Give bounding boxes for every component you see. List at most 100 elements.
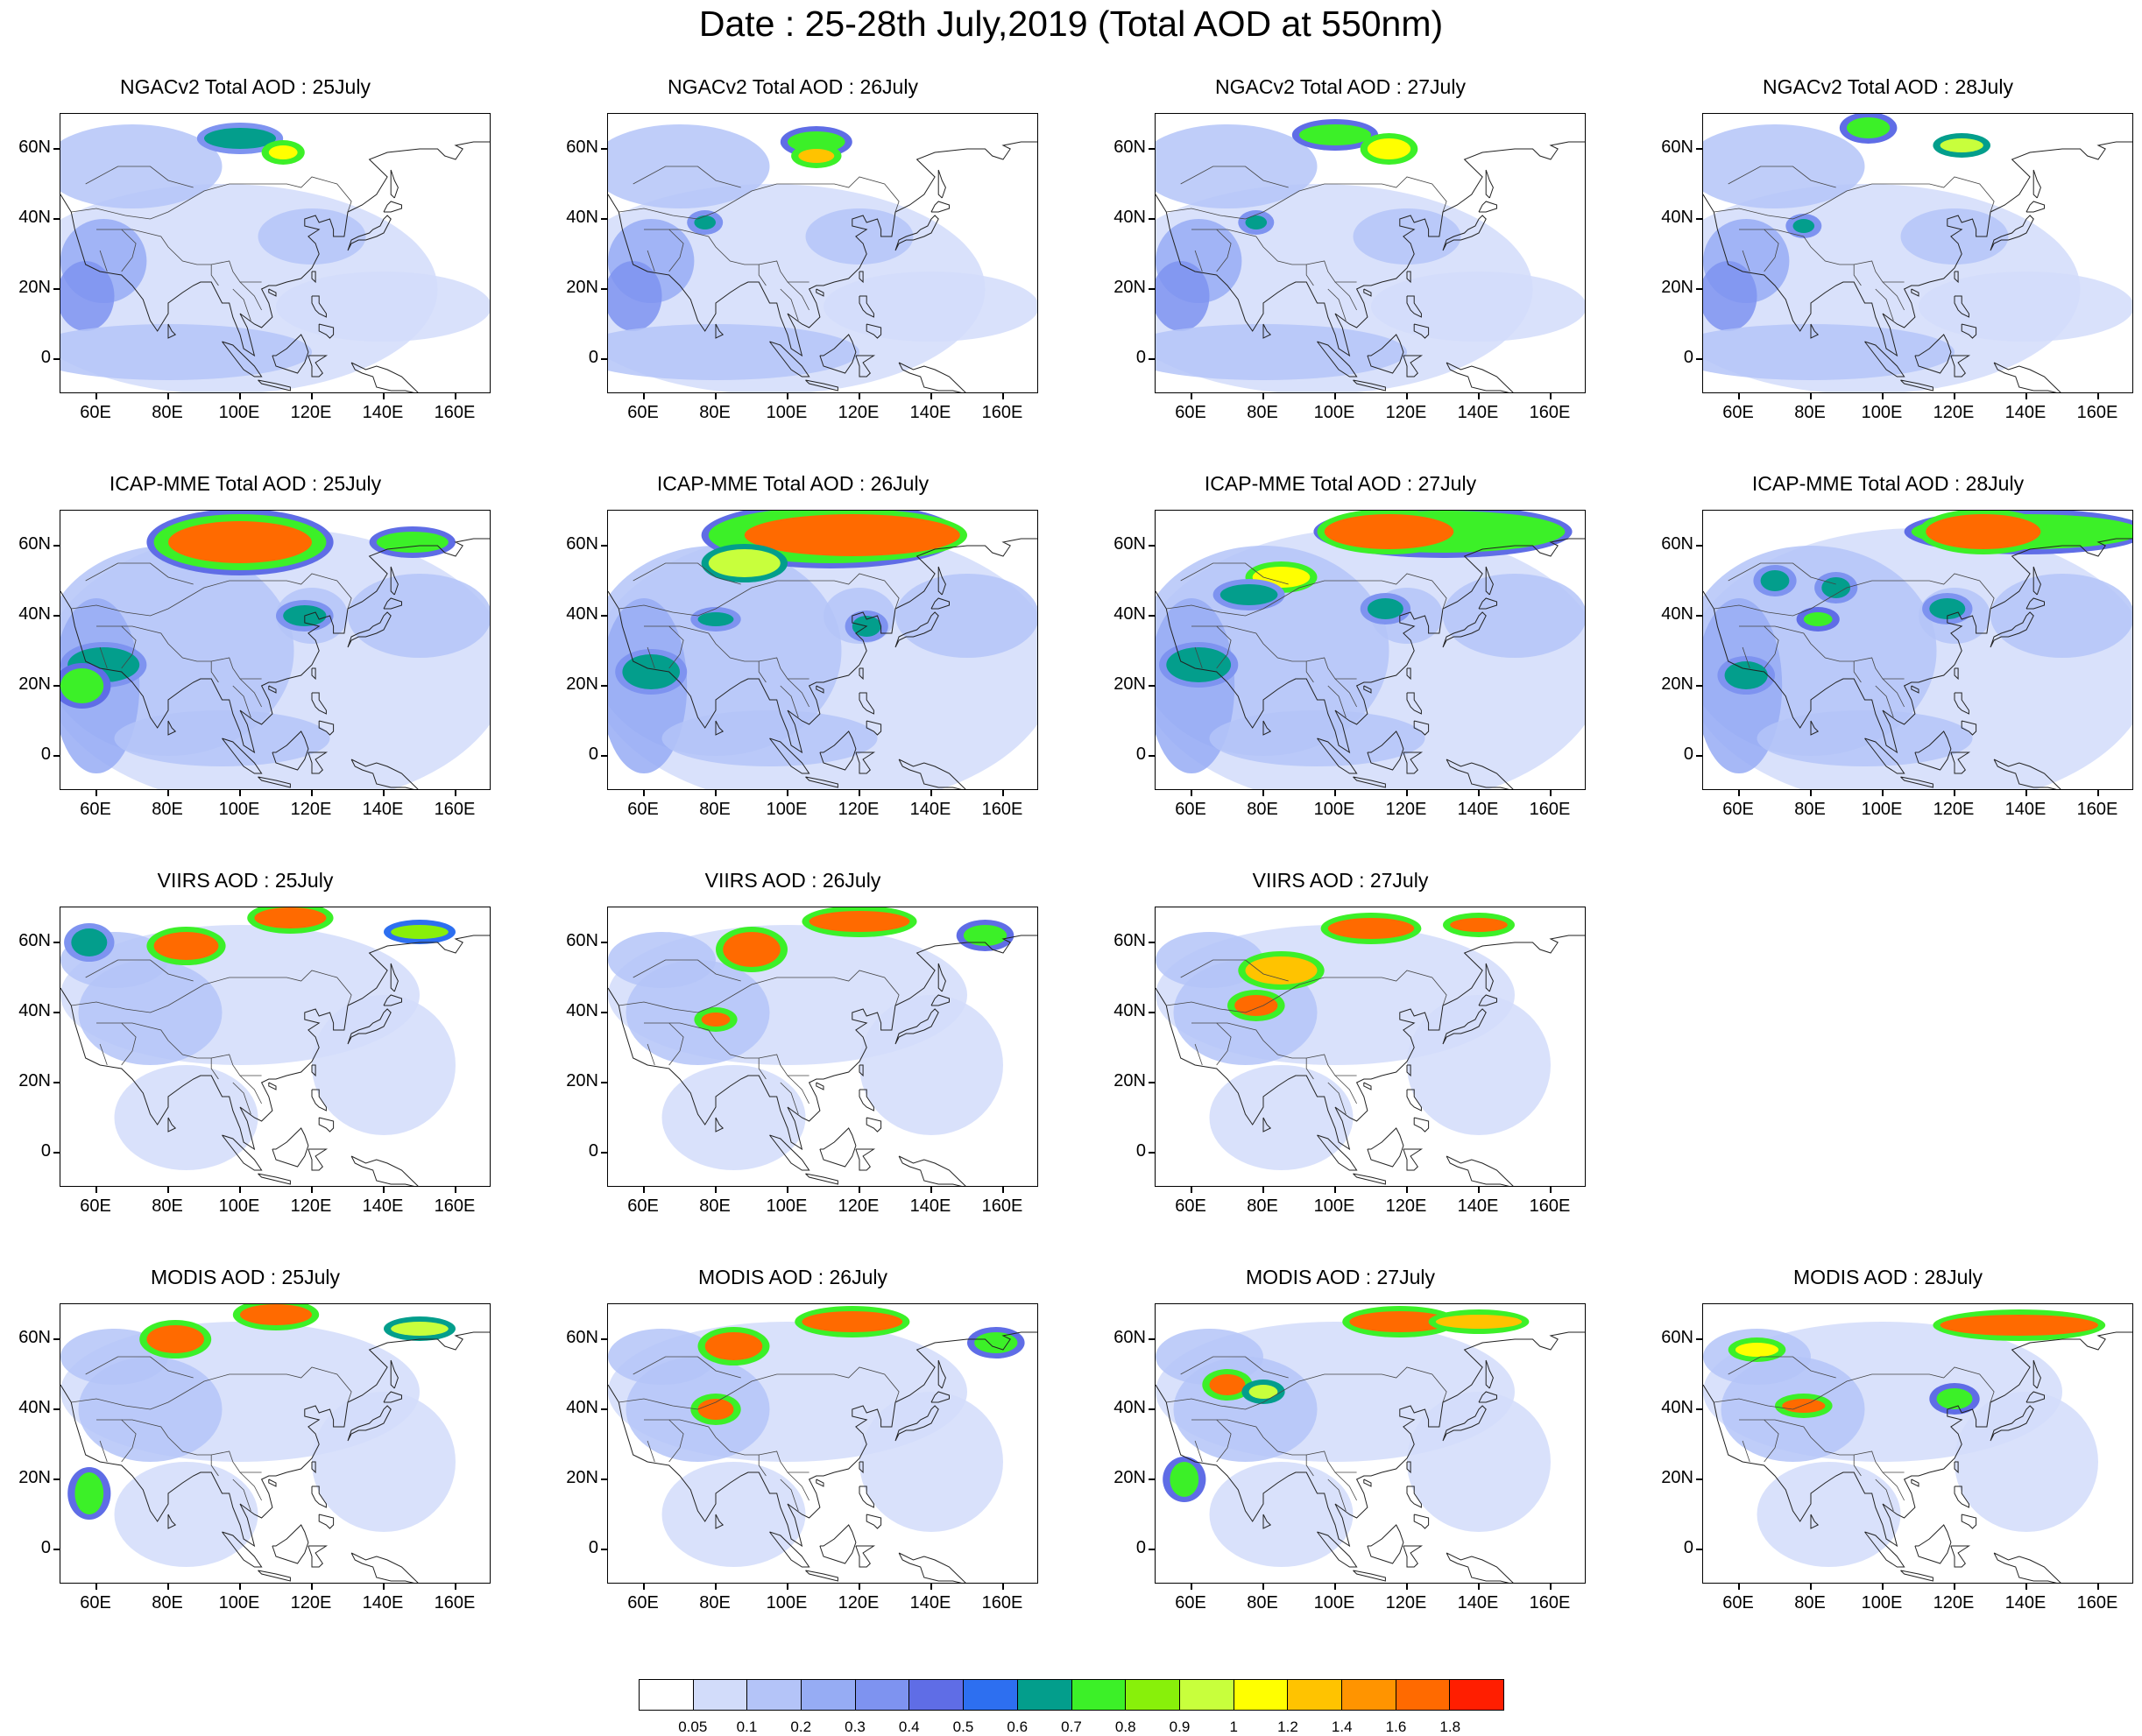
coastline bbox=[805, 1173, 838, 1185]
map-panel: MODIS AOD : 25July 60N 40N 20N 0 60E 80E 100E 12… bbox=[0, 1266, 491, 1625]
coastline bbox=[1911, 1478, 1919, 1487]
country-border bbox=[1739, 229, 1905, 283]
lat-tick-label: 40N bbox=[18, 208, 51, 227]
panel-title: NGACv2 Total AOD : 27July bbox=[1215, 75, 1466, 98]
country-border bbox=[787, 678, 809, 708]
coastline bbox=[2032, 1359, 2041, 1389]
country-border bbox=[647, 250, 655, 272]
lon-tick bbox=[930, 790, 932, 796]
lat-tick bbox=[1149, 545, 1155, 547]
lon-tick bbox=[455, 1584, 456, 1590]
aod-map bbox=[1702, 510, 2133, 790]
lat-tick bbox=[1696, 1549, 1702, 1550]
lon-tick-label: 160E bbox=[2076, 403, 2118, 422]
lon-tick bbox=[1262, 393, 1264, 399]
lon-tick-label: 80E bbox=[699, 1196, 731, 1216]
aod-plume bbox=[1248, 1385, 1278, 1399]
aod-map bbox=[60, 510, 491, 790]
colorbar-box bbox=[1288, 1680, 1342, 1710]
lon-tick bbox=[2097, 393, 2099, 399]
lat-tick-label: 60N bbox=[18, 1328, 51, 1347]
coastline bbox=[222, 737, 263, 774]
aod-background-patch bbox=[1156, 932, 1263, 988]
lat-tick bbox=[1149, 1012, 1155, 1013]
coastline bbox=[1413, 720, 1430, 736]
lat-tick bbox=[53, 685, 60, 687]
coastline bbox=[390, 169, 399, 199]
lon-tick bbox=[383, 1187, 385, 1193]
aod-plume bbox=[1847, 117, 1891, 138]
lat-tick-label: 60N bbox=[18, 138, 51, 157]
lon-tick-label: 140E bbox=[909, 800, 951, 819]
lon-tick-label: 120E bbox=[1385, 800, 1427, 819]
map-panel: NGACv2 Total AOD : 26July 60N 40N 20N 0 60E 80… bbox=[548, 75, 1038, 434]
panel-title: MODIS AOD : 27July bbox=[1245, 1266, 1435, 1288]
country-border bbox=[1728, 562, 1836, 585]
country-border bbox=[780, 288, 799, 321]
coastline bbox=[715, 720, 725, 736]
lon-tick-label: 100E bbox=[766, 1593, 808, 1613]
coastline bbox=[1864, 1531, 1905, 1568]
country-border bbox=[1305, 1058, 1314, 1080]
coastline bbox=[819, 1127, 857, 1168]
lat-tick bbox=[601, 148, 607, 150]
map-canvas bbox=[608, 124, 1037, 392]
country-border bbox=[1875, 1478, 1894, 1512]
map-canvas bbox=[1156, 1306, 1585, 1583]
colorbar-box bbox=[1396, 1680, 1451, 1710]
lat-tick-label: 60N bbox=[1113, 138, 1146, 157]
coastline bbox=[866, 323, 882, 339]
lat-tick bbox=[1696, 1478, 1702, 1480]
coastline bbox=[769, 1134, 810, 1171]
coastline bbox=[1914, 1524, 1952, 1564]
lat-tick-label: 40N bbox=[1661, 1398, 1693, 1417]
coastline bbox=[855, 1148, 876, 1171]
aod-background-patch bbox=[805, 208, 914, 265]
lat-tick-label: 20N bbox=[18, 278, 51, 297]
lon-tick bbox=[455, 790, 456, 796]
lon-tick bbox=[2025, 393, 2027, 399]
country-border bbox=[210, 1455, 219, 1477]
aod-plume bbox=[1450, 918, 1508, 932]
country-border bbox=[1742, 1440, 1750, 1463]
lat-tick bbox=[1696, 545, 1702, 547]
lat-tick-label: 0 bbox=[1683, 745, 1693, 764]
lon-tick-label: 140E bbox=[1457, 403, 1499, 422]
lat-tick-label: 20N bbox=[18, 1468, 51, 1487]
coastline bbox=[859, 1089, 874, 1111]
country-border bbox=[1714, 573, 1995, 617]
coastline bbox=[2032, 169, 2041, 199]
coastline bbox=[715, 1117, 725, 1133]
coastline bbox=[894, 611, 939, 648]
country-border bbox=[619, 970, 900, 1013]
country-border bbox=[1853, 1455, 1862, 1477]
aod-background-patch bbox=[661, 1462, 806, 1567]
aod-plume bbox=[1735, 1343, 1779, 1357]
country-border bbox=[1742, 250, 1750, 272]
country-border bbox=[758, 661, 767, 683]
colorbar-box bbox=[802, 1680, 856, 1710]
coastline bbox=[1446, 759, 1514, 789]
coastline bbox=[1262, 1514, 1272, 1529]
lon-tick-label: 140E bbox=[909, 1196, 951, 1216]
aod-plume bbox=[809, 911, 910, 932]
lat-tick-label: 20N bbox=[1661, 278, 1693, 297]
country-border bbox=[1305, 1455, 1314, 1477]
coastline bbox=[715, 1514, 725, 1529]
aod-plume bbox=[60, 668, 104, 703]
lon-tick bbox=[1810, 1584, 1812, 1590]
country-border bbox=[644, 1022, 809, 1076]
coastline bbox=[272, 1524, 309, 1564]
country-border bbox=[758, 1455, 767, 1477]
country-border bbox=[210, 265, 219, 286]
lon-tick bbox=[930, 1584, 932, 1590]
aod-plume bbox=[1349, 1311, 1451, 1332]
lat-tick-label: 20N bbox=[18, 674, 51, 694]
lon-tick-label: 80E bbox=[1247, 800, 1278, 819]
lon-tick bbox=[1334, 1584, 1336, 1590]
aod-plume bbox=[391, 925, 449, 939]
coastline bbox=[383, 597, 402, 610]
coastline bbox=[268, 1478, 277, 1487]
coastline bbox=[859, 1485, 874, 1508]
lon-tick bbox=[787, 1584, 788, 1590]
